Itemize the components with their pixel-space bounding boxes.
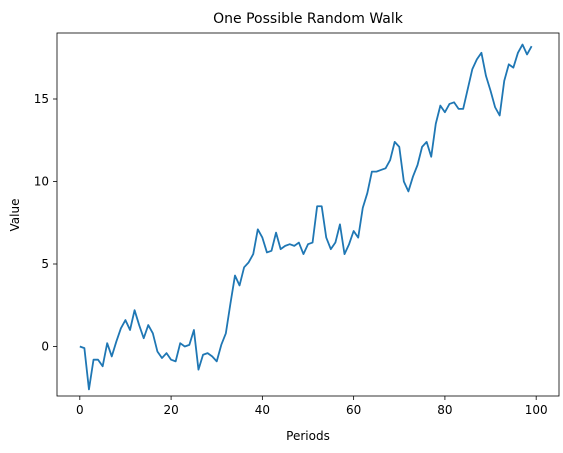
- y-tick-label: 5: [41, 257, 49, 271]
- x-tick-label: 80: [437, 403, 452, 417]
- x-tick-label: 100: [525, 403, 548, 417]
- series-line-0: [79, 43, 533, 391]
- plot-frame: [56, 32, 560, 397]
- x-axis: 0 20 40 60 80 100: [76, 396, 548, 417]
- y-tick-label: 0: [41, 340, 49, 354]
- y-axis-label: Value: [8, 199, 22, 232]
- x-tick-label: 40: [255, 403, 270, 417]
- x-tick-label: 20: [163, 403, 178, 417]
- x-tick-label: 60: [346, 403, 361, 417]
- x-tick-label: 0: [76, 403, 84, 417]
- y-axis: 0 5 10 15: [34, 92, 57, 354]
- plot-area: [79, 43, 533, 391]
- chart-title: One Possible Random Walk: [213, 11, 404, 27]
- x-axis-label: Periods: [286, 429, 330, 443]
- y-tick-label: 15: [34, 92, 49, 106]
- y-tick-label: 10: [34, 175, 49, 189]
